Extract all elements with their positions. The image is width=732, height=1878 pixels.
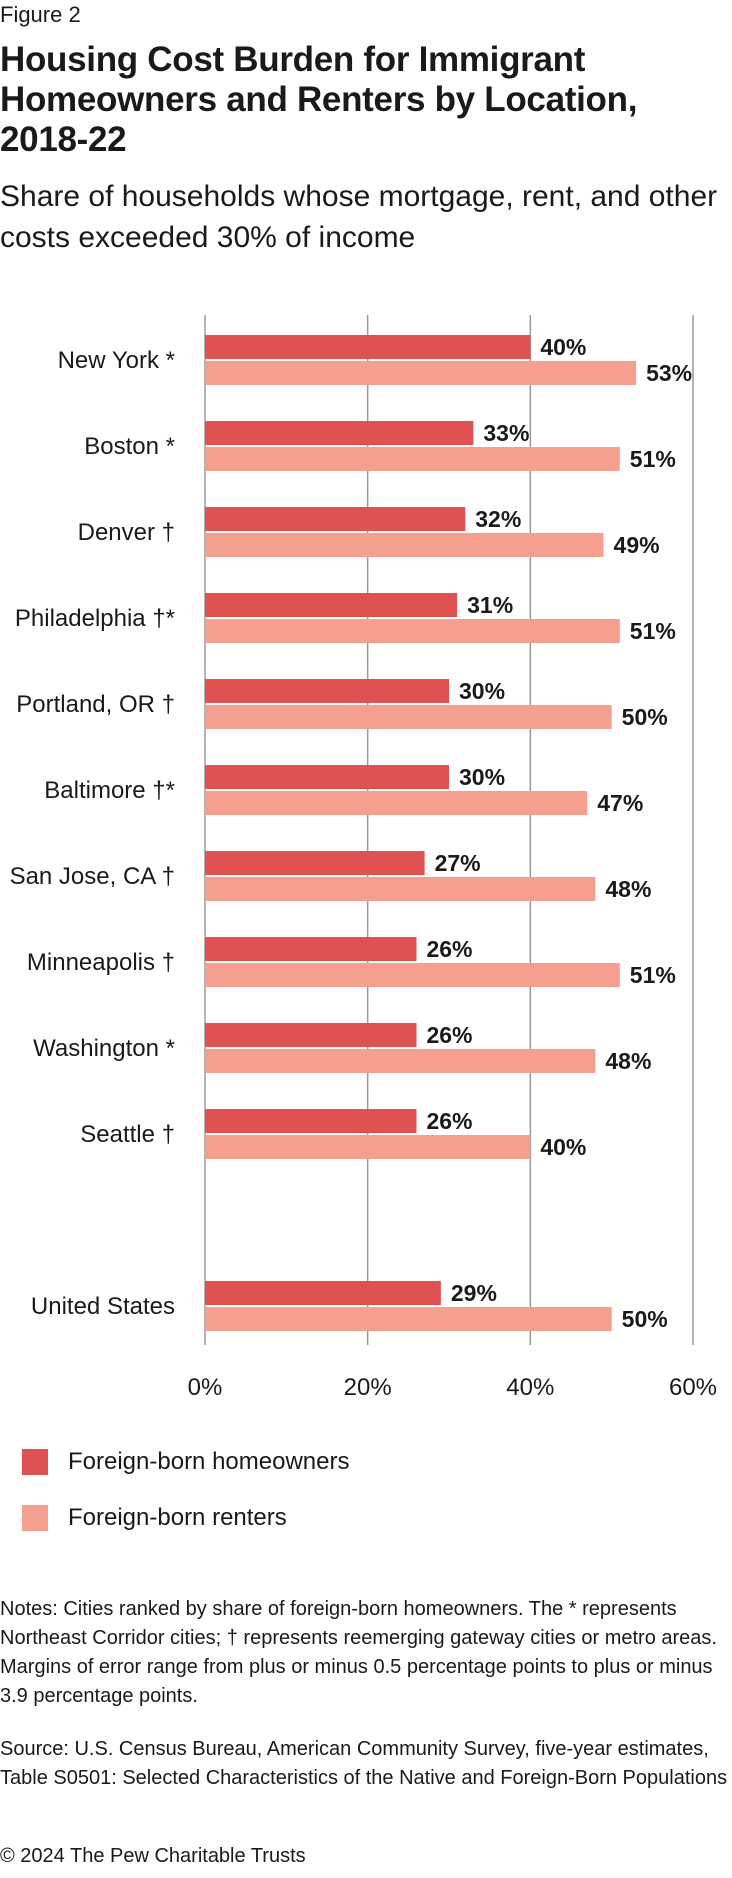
data-label-renters: 53% [646, 360, 692, 386]
data-label-renters: 40% [540, 1134, 586, 1160]
data-label-renters: 50% [622, 1306, 668, 1332]
data-label-homeowners: 26% [426, 1022, 472, 1048]
bar-homeowners [205, 421, 474, 445]
x-tick-label: 60% [669, 1374, 717, 1401]
bar-chart: 0% 20% 40% 60% New York * 40% 53% Boston * 33% 51… [10, 315, 717, 1401]
chart-title: Housing Cost Burden for Immigrant Homeow… [0, 40, 638, 159]
data-label-homeowners: 33% [483, 420, 529, 446]
legend-swatch-homeowners [22, 1449, 48, 1475]
data-label-renters: 49% [614, 532, 660, 558]
legend-label-renters: Foreign-born renters [68, 1504, 287, 1531]
bar-renters [205, 963, 620, 987]
bar-homeowners [205, 507, 466, 531]
category-label: New York * [58, 347, 175, 374]
bar-renters [205, 1049, 596, 1073]
bar-homeowners [205, 1023, 417, 1047]
data-label-renters: 51% [630, 962, 676, 988]
category-label: Denver † [78, 519, 175, 546]
bar-homeowners [205, 765, 449, 789]
data-label-homeowners: 27% [435, 850, 481, 876]
category-label: San Jose, CA † [10, 863, 175, 890]
bar-renters [205, 1135, 531, 1159]
bar-renters [205, 1307, 612, 1331]
chart-subtitle: Share of households whose mortgage, rent… [0, 180, 718, 254]
bar-homeowners [205, 1281, 441, 1305]
chart-notes: Notes: Cities ranked by share of foreign… [0, 1598, 717, 1707]
bar-homeowners [205, 593, 458, 617]
category-label: Minneapolis † [27, 949, 175, 976]
category-label: Seattle † [80, 1121, 175, 1148]
data-label-homeowners: 31% [467, 592, 513, 618]
data-label-homeowners: 32% [475, 506, 521, 532]
bar-homeowners [205, 937, 417, 961]
figure-label: Figure 2 [0, 2, 81, 27]
category-label: Portland, OR † [16, 691, 175, 718]
copyright: © 2024 The Pew Charitable Trusts [0, 1845, 306, 1867]
category-label: Philadelphia †* [15, 605, 175, 632]
bar-renters [205, 361, 637, 385]
legend-swatch-renters [22, 1505, 48, 1531]
bar-homeowners [205, 851, 425, 875]
bar-renters [205, 619, 620, 643]
x-tick-label: 40% [506, 1374, 554, 1401]
data-label-renters: 50% [622, 704, 668, 730]
x-tick-label: 20% [344, 1374, 392, 1401]
bar-homeowners [205, 335, 531, 359]
data-label-homeowners: 26% [426, 936, 472, 962]
bar-renters [205, 705, 612, 729]
bar-renters [205, 791, 588, 815]
data-label-homeowners: 29% [451, 1280, 497, 1306]
category-label: Boston * [84, 433, 175, 460]
legend: Foreign-born homeowners Foreign-born ren… [22, 1448, 349, 1560]
bar-renters [205, 533, 604, 557]
x-tick-label: 0% [188, 1374, 223, 1401]
data-label-renters: 51% [630, 446, 676, 472]
data-label-homeowners: 40% [540, 334, 586, 360]
data-label-renters: 48% [605, 1048, 651, 1074]
legend-item-renters: Foreign-born renters [22, 1504, 349, 1532]
chart-source: Source: U.S. Census Bureau, American Com… [0, 1738, 728, 1789]
category-label: Baltimore †* [44, 777, 175, 804]
data-label-renters: 48% [605, 876, 651, 902]
data-label-homeowners: 30% [459, 678, 505, 704]
data-label-homeowners: 26% [426, 1108, 472, 1134]
data-label-homeowners: 30% [459, 764, 505, 790]
bar-renters [205, 447, 620, 471]
legend-item-homeowners: Foreign-born homeowners [22, 1448, 349, 1476]
bar-homeowners [205, 679, 449, 703]
bar-homeowners [205, 1109, 417, 1133]
bar-renters [205, 877, 596, 901]
data-label-renters: 47% [597, 790, 643, 816]
data-label-renters: 51% [630, 618, 676, 644]
category-label: United States [31, 1293, 175, 1320]
legend-label-homeowners: Foreign-born homeowners [68, 1448, 350, 1475]
category-label: Washington * [33, 1035, 175, 1062]
